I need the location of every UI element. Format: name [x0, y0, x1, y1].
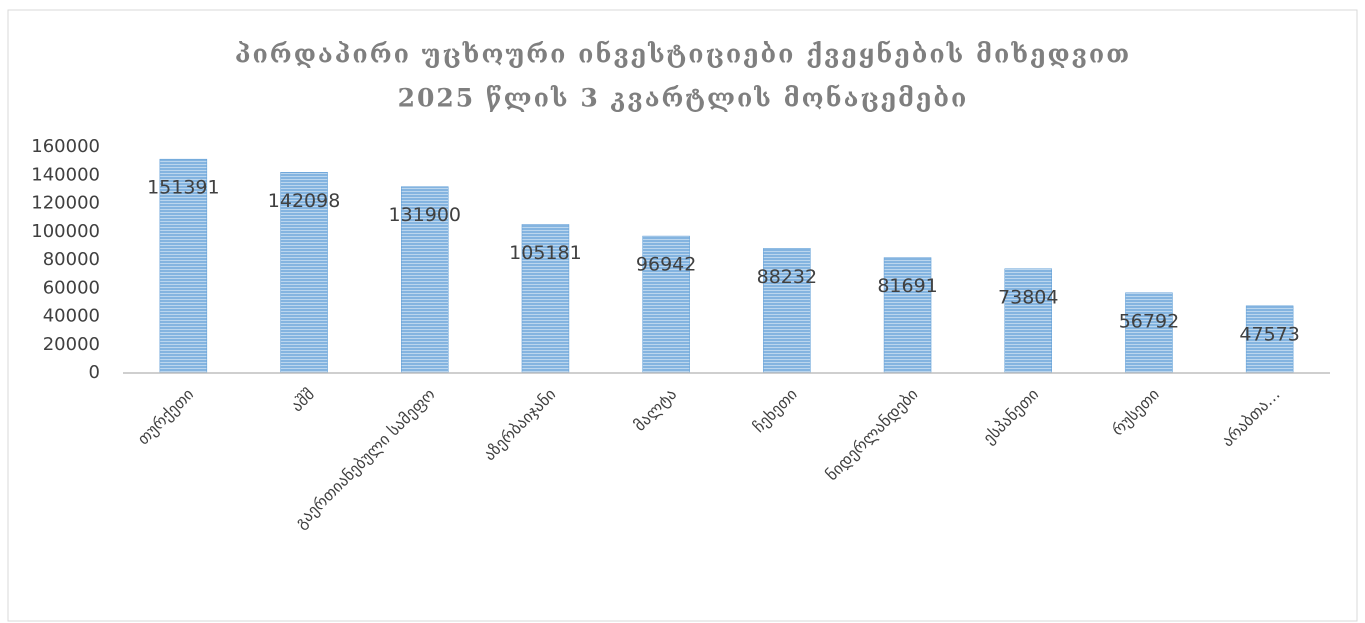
y-tick-label: 40000: [43, 306, 100, 327]
y-tick-label: 20000: [43, 334, 100, 355]
bar: [1125, 292, 1173, 374]
data-label: 105181: [509, 242, 582, 264]
y-tick-label: 80000: [43, 249, 100, 270]
data-label: 88232: [757, 266, 817, 288]
y-tick-label: 60000: [43, 277, 100, 298]
data-label: 151391: [147, 177, 220, 199]
bar: [280, 172, 328, 374]
bar: [883, 257, 932, 374]
y-tick-label: 0: [89, 362, 100, 383]
bar: [1004, 268, 1052, 374]
bar: [763, 248, 811, 374]
data-label: 96942: [636, 254, 696, 276]
data-label: 81691: [877, 275, 937, 297]
y-tick-label: 100000: [31, 221, 100, 242]
y-tick-label: 160000: [31, 136, 100, 157]
data-label: 47573: [1239, 323, 1299, 345]
data-label: 73804: [998, 286, 1058, 308]
y-tick-label: 120000: [31, 193, 100, 214]
y-tick-label: 140000: [31, 164, 100, 185]
chart-title: 2025 წლის 3 კვარტლის მონაცემები: [398, 84, 969, 113]
data-label: 142098: [268, 190, 341, 212]
bar: [159, 158, 208, 374]
bar: [401, 186, 449, 374]
data-label: 56792: [1119, 310, 1179, 332]
data-label: 131900: [388, 204, 461, 226]
chart-title: პირდაპირი უცხოური ინვესტიციები ქვეყნების…: [235, 40, 1131, 69]
bar: [1245, 305, 1294, 374]
